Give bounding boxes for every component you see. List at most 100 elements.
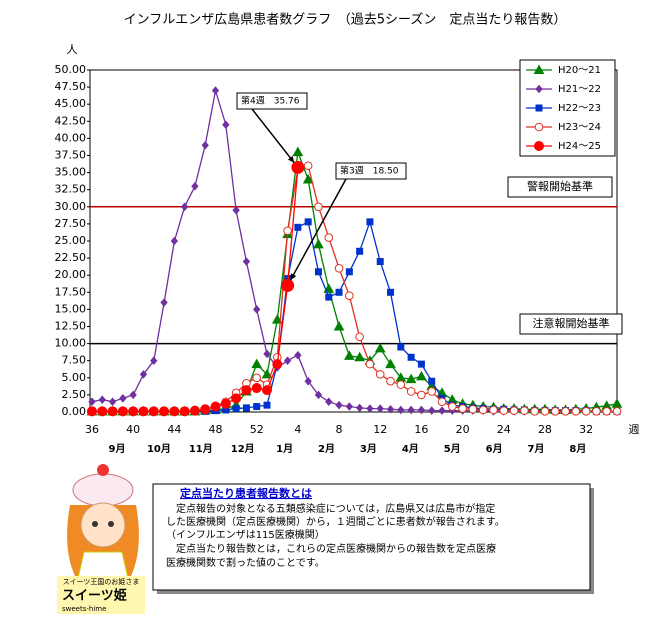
x-tick-label: 12 bbox=[373, 423, 387, 436]
month-label: 12月 bbox=[231, 443, 255, 455]
info-line: 定点報告の対象となる五類感染症については，広島県又は広島市が指定 bbox=[166, 502, 495, 515]
marker bbox=[406, 387, 416, 396]
y-tick-label: 25.00 bbox=[55, 234, 87, 247]
reference-label: 警報開始基準 bbox=[527, 179, 593, 193]
marker bbox=[376, 258, 384, 266]
marker bbox=[191, 182, 199, 191]
marker bbox=[231, 393, 242, 404]
info-box bbox=[152, 483, 591, 591]
marker bbox=[98, 395, 106, 404]
marker bbox=[128, 406, 139, 417]
marker bbox=[304, 376, 312, 386]
month-label: 8月 bbox=[569, 443, 586, 455]
mascot-hat bbox=[72, 473, 134, 507]
marker bbox=[376, 404, 384, 413]
x-tick-label: 24 bbox=[497, 423, 511, 436]
month-label: 5月 bbox=[444, 443, 461, 455]
mascot-dress bbox=[77, 551, 129, 579]
mascot-eye bbox=[92, 521, 98, 527]
marker bbox=[499, 406, 509, 415]
marker bbox=[283, 226, 292, 236]
marker bbox=[550, 407, 560, 416]
marker bbox=[283, 356, 292, 365]
info-line: 定点当たり報告数とは，これらの定点医療機関からの報告数を定点医療 bbox=[166, 542, 496, 555]
marker bbox=[437, 397, 447, 407]
marker bbox=[468, 404, 478, 414]
y-tick-label: 12.50 bbox=[55, 320, 87, 333]
annotation: 第3週 18.50 bbox=[340, 165, 399, 177]
marker bbox=[581, 407, 591, 416]
marker bbox=[179, 406, 190, 417]
marker bbox=[396, 380, 406, 389]
marker bbox=[119, 394, 127, 403]
mascot: スイーツ王国のお姫さま スイーツ姫 sweets-hime bbox=[57, 464, 145, 614]
marker bbox=[303, 161, 313, 171]
marker bbox=[533, 64, 545, 74]
marker bbox=[375, 370, 385, 379]
marker bbox=[397, 405, 405, 415]
marker bbox=[261, 368, 273, 379]
y-tick-label: 20.00 bbox=[55, 268, 87, 281]
marker bbox=[97, 406, 108, 417]
marker bbox=[107, 406, 118, 417]
marker bbox=[220, 398, 231, 409]
marker bbox=[252, 373, 262, 383]
marker bbox=[180, 202, 189, 212]
marker bbox=[253, 305, 261, 314]
y-tick-label: 15.00 bbox=[55, 302, 87, 315]
info-title: 定点当たり患者報告数とは bbox=[180, 486, 312, 500]
marker bbox=[210, 401, 221, 412]
info-line: した医療機関（定点医療機関）から，１週間ごとに患者数が報告されます。 bbox=[166, 515, 505, 528]
marker bbox=[325, 397, 333, 407]
info-panel: 定点当たり患者報告数とは 定点報告の対象となる五類感染症については，広島県又は広… bbox=[152, 483, 594, 594]
y-tick-label: 0.00 bbox=[62, 405, 87, 418]
x-tick-label: 52 bbox=[250, 423, 264, 436]
month-label: 6月 bbox=[486, 443, 503, 455]
y-tick-label: 10.00 bbox=[55, 337, 87, 350]
info-line: 医療機関数で割った値のことです。 bbox=[166, 556, 325, 569]
marker bbox=[242, 404, 250, 412]
marker bbox=[251, 358, 263, 369]
marker bbox=[292, 146, 304, 157]
y-tick-label: 50.00 bbox=[55, 63, 87, 76]
marker bbox=[571, 407, 581, 416]
annotation-box bbox=[236, 92, 308, 110]
x-tick-label: 48 bbox=[209, 423, 223, 436]
marker bbox=[211, 86, 220, 95]
marker bbox=[253, 403, 261, 411]
marker bbox=[354, 351, 366, 362]
marker bbox=[520, 406, 529, 415]
x-tick-label: 32 bbox=[579, 423, 593, 436]
marker bbox=[117, 406, 128, 417]
marker bbox=[407, 353, 415, 361]
month-label: 4月 bbox=[402, 443, 419, 455]
legend-label: H20～21 bbox=[558, 65, 601, 76]
marker bbox=[366, 218, 374, 226]
marker bbox=[334, 264, 344, 273]
annotation: 第4週 35.76 bbox=[241, 95, 300, 107]
legend-label: H24～25 bbox=[558, 141, 601, 152]
marker bbox=[324, 233, 334, 242]
y-tick-label: 37.50 bbox=[55, 149, 87, 162]
marker bbox=[355, 332, 364, 342]
y-unit: 人 bbox=[67, 43, 78, 56]
marker bbox=[356, 247, 364, 255]
marker bbox=[251, 383, 262, 394]
x-tick-label: 8 bbox=[336, 423, 343, 436]
marker bbox=[387, 288, 395, 296]
marker bbox=[612, 407, 622, 416]
mascot-romaji: sweets-hime bbox=[62, 605, 106, 613]
marker bbox=[374, 342, 386, 353]
marker bbox=[313, 238, 324, 249]
y-tick-label: 45.00 bbox=[55, 97, 87, 110]
marker bbox=[232, 205, 240, 215]
marker bbox=[314, 268, 322, 276]
marker bbox=[345, 402, 354, 411]
marker bbox=[535, 84, 543, 94]
marker bbox=[263, 401, 271, 409]
y-tick-label: 7.50 bbox=[62, 354, 87, 367]
marker bbox=[139, 370, 148, 379]
marker bbox=[272, 359, 283, 370]
marker bbox=[87, 406, 97, 417]
marker bbox=[365, 359, 375, 369]
